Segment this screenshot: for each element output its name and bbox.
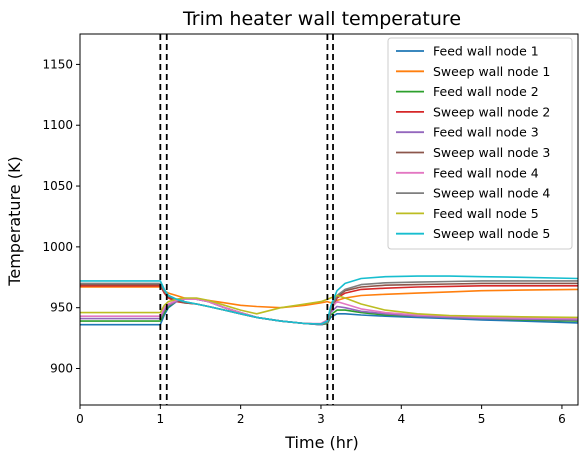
legend-label-2: Sweep wall node 1 [433,64,550,79]
legend-label-8: Sweep wall node 4 [433,186,550,201]
legend-label-6: Sweep wall node 3 [433,145,550,160]
x-tick-label-5: 5 [478,412,486,426]
legend-label-9: Feed wall node 5 [433,206,539,221]
legend-label-7: Feed wall node 4 [433,165,539,180]
x-tick-label-2: 2 [237,412,245,426]
x-tick-label-6: 6 [558,412,566,426]
y-tick-label-4: 1100 [42,118,73,132]
legend: Feed wall node 1 Sweep wall node 1 Feed wa… [387,37,573,250]
legend-box [387,37,573,250]
x-tick-label-3: 3 [317,412,325,426]
plot-area: 0 1 2 3 4 5 6 900 950 1000 1050 1100 1150 [42,33,579,426]
legend-label-10: Sweep wall node 5 [433,226,550,241]
series-line-2 [80,286,578,309]
x-axis-title: Time (hr) [284,433,358,452]
legend-label-4: Sweep wall node 2 [433,104,550,119]
x-tick-label-0: 0 [76,412,84,426]
y-axis-title: Temperature (K) [5,156,24,286]
chart-title: Trim heater wall temperature [182,8,461,30]
series-line-10 [80,275,578,325]
legend-label-3: Feed wall node 2 [433,84,539,99]
x-tick-label-4: 4 [397,412,405,426]
y-tick-label-3: 1050 [42,179,73,193]
x-tick-label-1: 1 [157,412,165,426]
y-tick-label-5: 1150 [42,57,73,71]
axes-frame [79,33,579,406]
legend-label-1: Feed wall node 1 [433,44,539,59]
y-tick-label-1: 950 [50,301,73,315]
legend-label-5: Feed wall node 3 [433,125,539,140]
series-line-9 [80,294,578,319]
y-tick-label-0: 900 [50,362,73,376]
y-tick-label-2: 1000 [42,240,73,254]
